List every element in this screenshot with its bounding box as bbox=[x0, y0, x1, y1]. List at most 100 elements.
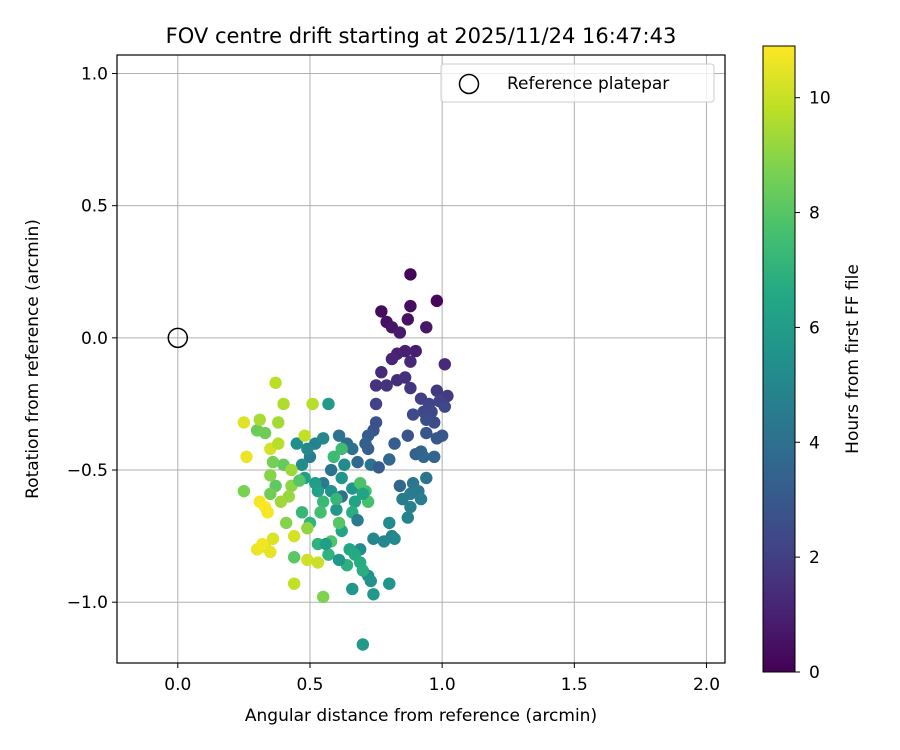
data-point bbox=[287, 529, 301, 543]
data-point bbox=[274, 495, 288, 508]
data-point bbox=[354, 477, 367, 490]
data-point bbox=[351, 514, 364, 527]
y-axis-ticks: −1.0 −0.5 0.0 0.5 1.0 bbox=[67, 65, 117, 613]
data-point bbox=[316, 495, 330, 508]
data-point bbox=[266, 532, 280, 545]
data-point bbox=[361, 442, 375, 456]
data-point bbox=[256, 537, 269, 551]
data-point bbox=[372, 461, 385, 474]
data-point bbox=[298, 429, 311, 442]
data-point bbox=[253, 413, 266, 426]
colorbar bbox=[762, 45, 796, 673]
data-point bbox=[261, 506, 274, 519]
data-point bbox=[306, 397, 319, 411]
data-point bbox=[332, 553, 346, 567]
data-point bbox=[319, 537, 333, 551]
data-point bbox=[269, 376, 282, 389]
data-point bbox=[272, 437, 285, 450]
x-tick-label: 2.0 bbox=[693, 675, 720, 695]
data-point bbox=[369, 397, 383, 411]
data-point bbox=[332, 516, 346, 530]
legend-box bbox=[440, 63, 715, 103]
plot-frame bbox=[116, 54, 726, 664]
data-point bbox=[375, 366, 388, 379]
grid bbox=[117, 55, 725, 663]
data-point bbox=[404, 268, 417, 281]
colorbar-tick-label: 6 bbox=[809, 318, 820, 338]
colorbar-tick-label: 0 bbox=[809, 663, 820, 683]
data-point bbox=[377, 535, 391, 548]
data-point bbox=[287, 551, 301, 564]
data-point bbox=[295, 506, 309, 519]
data-point bbox=[277, 397, 290, 411]
data-point bbox=[348, 495, 362, 508]
data-point bbox=[301, 521, 314, 535]
data-point bbox=[356, 638, 370, 651]
data-point bbox=[393, 479, 407, 493]
legend-label: Reference platepar bbox=[507, 74, 669, 94]
data-point bbox=[346, 582, 359, 596]
data-point bbox=[264, 487, 277, 501]
data-point bbox=[346, 442, 359, 456]
data-point bbox=[404, 381, 417, 395]
data-point bbox=[316, 590, 330, 604]
data-point bbox=[301, 442, 314, 456]
data-point bbox=[369, 379, 383, 392]
data-point bbox=[279, 516, 293, 530]
x-tick-label: 0.0 bbox=[164, 675, 191, 695]
data-point bbox=[430, 294, 444, 308]
data-point bbox=[428, 450, 441, 464]
x-tick-label: 1.5 bbox=[561, 675, 588, 695]
data-point bbox=[398, 371, 412, 384]
data-point bbox=[338, 458, 351, 471]
colorbar-tick-label: 10 bbox=[809, 89, 831, 109]
legend: Reference platepar bbox=[440, 63, 715, 103]
data-point bbox=[385, 352, 399, 366]
data-point bbox=[383, 516, 396, 530]
data-point bbox=[264, 469, 277, 482]
data-point bbox=[404, 355, 417, 368]
data-point bbox=[290, 437, 303, 450]
data-point bbox=[417, 450, 430, 464]
chart-title: FOV centre drift starting at 2025/11/24 … bbox=[166, 24, 677, 48]
y-tick-label: −0.5 bbox=[67, 461, 108, 481]
data-point bbox=[367, 588, 380, 601]
data-point bbox=[409, 344, 422, 358]
data-point bbox=[430, 384, 444, 397]
data-point bbox=[324, 463, 338, 477]
data-point bbox=[388, 437, 401, 450]
data-point bbox=[272, 416, 285, 429]
data-point bbox=[314, 506, 327, 519]
data-point bbox=[311, 556, 325, 569]
data-point bbox=[404, 299, 417, 313]
colorbar-tick-label: 8 bbox=[809, 204, 820, 224]
colorbar-tick-label: 4 bbox=[809, 433, 820, 453]
data-point bbox=[322, 397, 335, 411]
data-point bbox=[287, 577, 301, 590]
data-point bbox=[327, 450, 340, 464]
data-point bbox=[332, 429, 346, 442]
data-point bbox=[383, 577, 396, 590]
y-tick-label: 0.0 bbox=[81, 329, 108, 349]
data-point bbox=[406, 408, 420, 421]
data-point bbox=[375, 305, 388, 318]
colorbar-label: Hours from first FF file bbox=[843, 264, 863, 454]
data-point bbox=[401, 313, 414, 326]
x-axis-label: Angular distance from reference (arcmin) bbox=[245, 706, 597, 726]
data-point bbox=[330, 503, 343, 516]
data-point bbox=[285, 463, 298, 477]
y-tick-label: −1.0 bbox=[67, 593, 108, 613]
colorbar-ticks: 0 2 4 6 8 10 bbox=[795, 89, 831, 683]
data-point bbox=[393, 326, 407, 339]
data-point bbox=[322, 548, 335, 561]
data-point bbox=[404, 500, 417, 514]
data-point bbox=[356, 564, 370, 577]
data-point bbox=[335, 442, 348, 456]
data-point bbox=[335, 471, 348, 485]
data-point bbox=[266, 455, 280, 469]
legend-marker-icon bbox=[458, 73, 480, 95]
x-tick-label: 0.5 bbox=[296, 675, 323, 695]
data-point bbox=[351, 455, 364, 469]
data-point bbox=[237, 416, 251, 429]
data-point bbox=[301, 553, 314, 567]
